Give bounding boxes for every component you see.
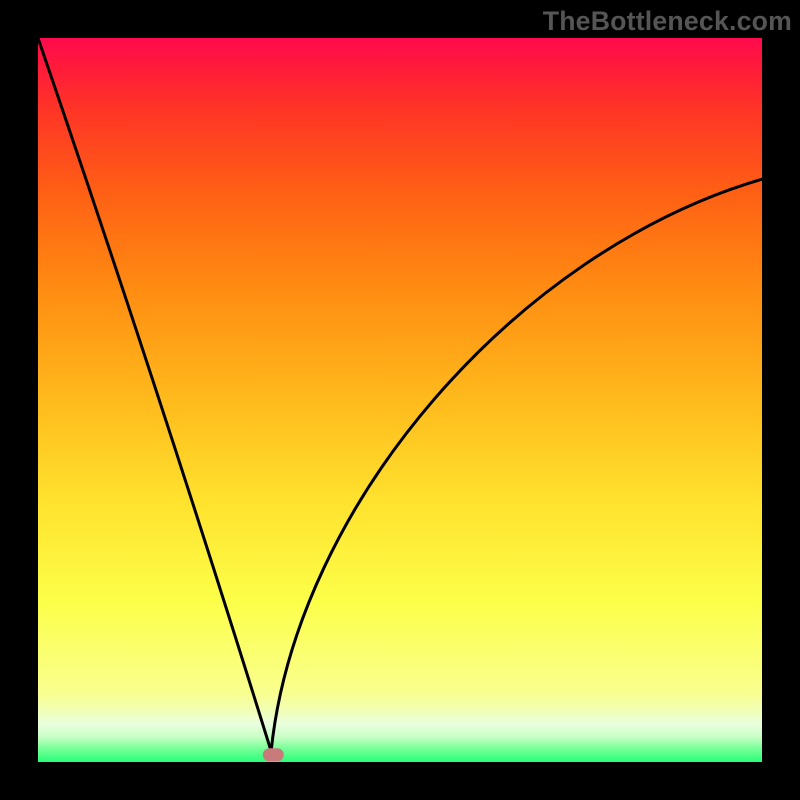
- bottleneck-chart: [0, 0, 800, 800]
- optimal-point-marker: [263, 749, 283, 761]
- watermark-label: TheBottleneck.com: [543, 6, 792, 37]
- plot-background: [38, 38, 762, 762]
